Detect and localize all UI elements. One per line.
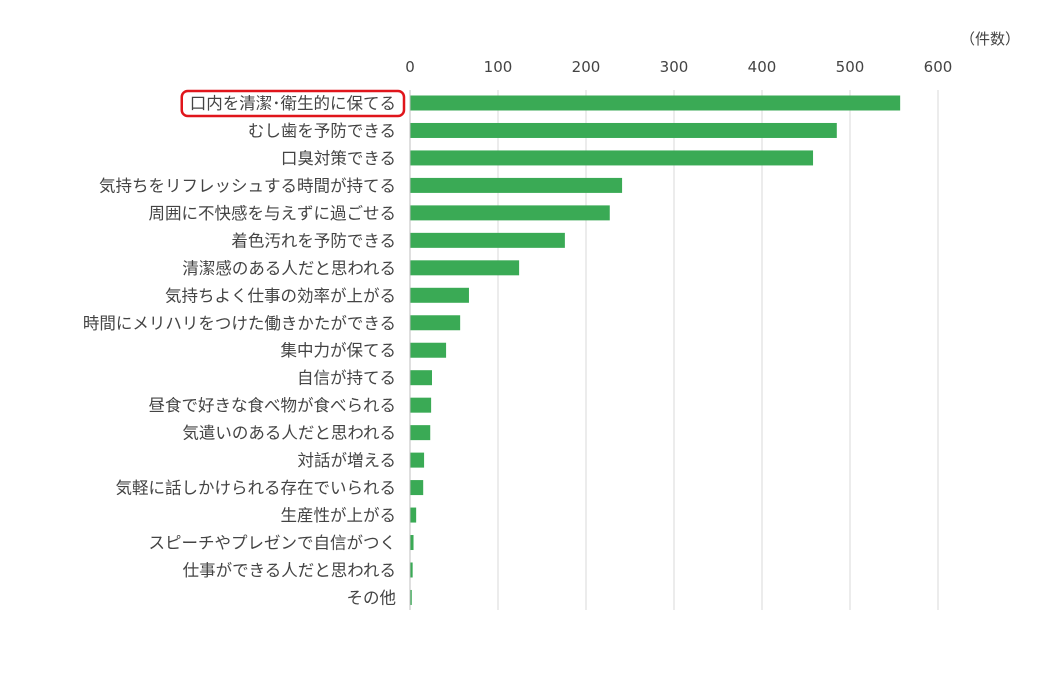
category-label: 自信が持てる [297, 369, 396, 388]
bar [410, 150, 814, 166]
bar [410, 589, 412, 605]
category-label: 口臭対策できる [281, 149, 396, 168]
category-label: 気遣いのある人だと思われる [182, 424, 396, 443]
category-label: 生産性が上がる [281, 506, 397, 525]
x-tick-label: 500 [836, 58, 865, 76]
bar [410, 205, 610, 221]
category-label: その他 [347, 588, 397, 607]
bar [410, 507, 417, 523]
category-label: むし歯を予防できる [248, 121, 396, 140]
category-label: 時間にメリハリをつけた働きかたができる [83, 314, 396, 333]
highlight-box [180, 89, 406, 118]
gridlines [409, 90, 939, 610]
x-tick-label: 100 [484, 58, 513, 76]
bar [410, 342, 447, 358]
category-label: スピーチやプレゼンで自信がつく [149, 534, 397, 553]
category-label: 着色汚れを予防できる [231, 231, 396, 250]
bar [410, 452, 425, 468]
bar [410, 177, 623, 193]
x-tick-label: 0 [405, 58, 415, 76]
bar [410, 397, 432, 413]
bar [410, 480, 424, 496]
bar [410, 95, 901, 111]
category-labels: 口内を清潔･衛生的に保てるむし歯を予防できる口臭対策できる気持ちをリフレッシュす… [83, 94, 396, 607]
bar [410, 562, 413, 578]
category-label: 気持ちよく仕事の効率が上がる [165, 286, 396, 305]
x-axis-ticks: 0 100 200 300 400 500 600 [405, 58, 952, 76]
category-label: 口内を清潔･衛生的に保てる [190, 94, 396, 113]
unit-label: （件数） [960, 30, 1020, 48]
category-label: 気軽に話しかけられる存在でいられる [116, 479, 397, 498]
category-label: 気持ちをリフレッシュする時間が持てる [99, 176, 396, 195]
bar [410, 232, 565, 248]
bar [410, 122, 837, 138]
category-label: 清潔感のある人だと思われる [182, 259, 396, 278]
bars [410, 95, 901, 605]
bar [410, 287, 469, 303]
bar [410, 315, 461, 331]
bar [410, 260, 520, 276]
bar [410, 425, 431, 441]
category-label: 昼食で好きな食べ物が食べられる [149, 396, 397, 415]
category-label: 集中力が保てる [281, 341, 397, 360]
x-tick-label: 200 [572, 58, 601, 76]
x-tick-label: 300 [660, 58, 689, 76]
x-tick-label: 400 [748, 58, 777, 76]
bar [410, 535, 414, 551]
bar [410, 370, 432, 386]
category-label: 対話が増える [297, 451, 396, 470]
category-label: 周囲に不快感を与えずに過ごせる [149, 204, 397, 223]
x-tick-label: 600 [924, 58, 953, 76]
category-label: 仕事ができる人だと思われる [183, 561, 396, 580]
